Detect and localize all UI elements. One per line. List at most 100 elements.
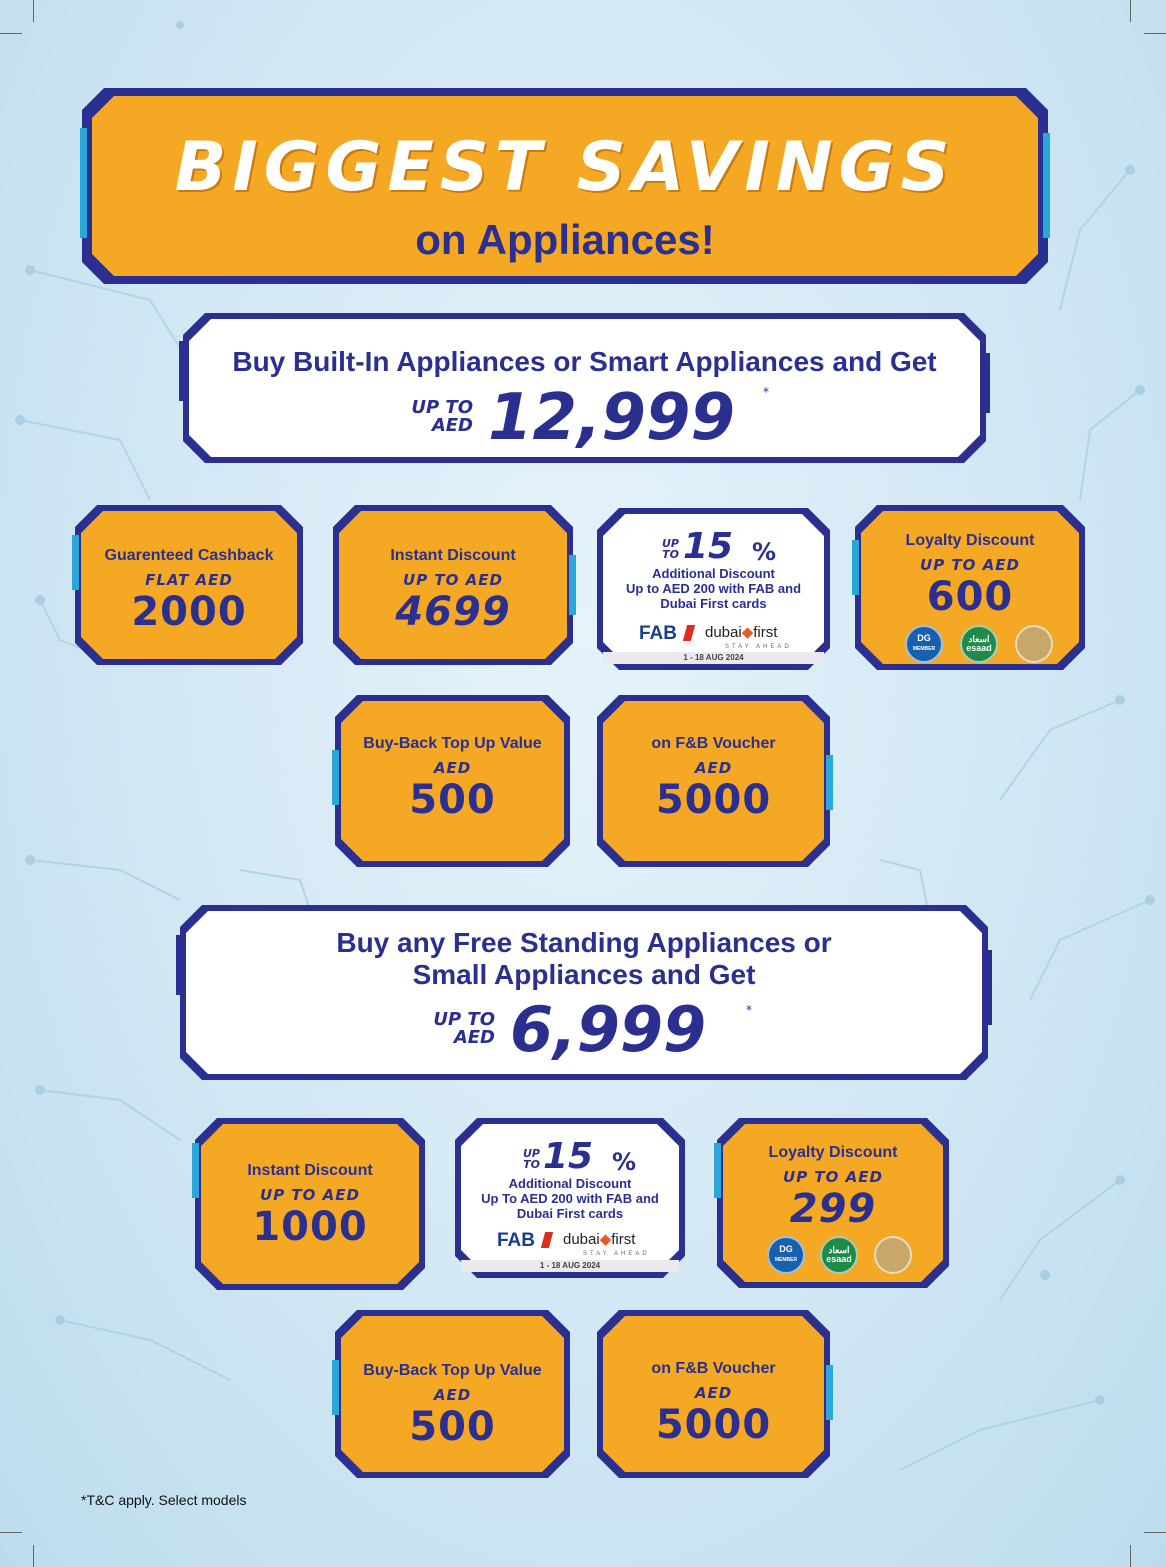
accent-bar xyxy=(179,341,186,401)
dubai-first-logo-dubai: dubai xyxy=(563,1231,600,1248)
tile-label: on F&B Voucher xyxy=(651,735,776,752)
terms-footnote: *T&C apply. Select models xyxy=(81,1492,247,1508)
tile-fill xyxy=(81,511,297,659)
tile-fnb-voucher: on F&B Voucher AED 5000 xyxy=(597,695,833,867)
offer2-upto-line1: UP TO xyxy=(433,1009,495,1030)
esaad-badge-line2: esaad xyxy=(826,1254,852,1264)
tile-sub: AED xyxy=(694,759,733,777)
tile-sub: AED xyxy=(433,759,472,777)
crop-mark xyxy=(0,33,22,34)
tile2-instant-discount: Instant Discount UP TO AED 1000 xyxy=(192,1118,425,1290)
crop-mark xyxy=(33,0,34,22)
dubai-first-logo-first: first xyxy=(611,1231,636,1248)
tile2-fnb-voucher: on F&B Voucher AED 5000 xyxy=(597,1310,833,1478)
tile-value: 299 xyxy=(789,1186,877,1232)
crop-mark xyxy=(0,1532,22,1533)
bank-line2: Up To AED 200 with FAB and xyxy=(481,1191,659,1206)
tile-value: 5000 xyxy=(655,777,772,823)
tile-sub: AED xyxy=(694,1384,733,1402)
tile-guaranteed-cashback: Guarenteed Cashback FLAT AED 2000 xyxy=(72,505,303,665)
dg-badge-line2: MEMBER xyxy=(774,1257,798,1263)
bank-line1: Additional Discount xyxy=(508,1176,632,1191)
dubai-first-logo: dubai◆first xyxy=(563,1230,635,1248)
accent-bar xyxy=(332,750,339,805)
bank-line1: Additional Discount xyxy=(652,566,775,581)
tile-value: 600 xyxy=(926,574,1014,620)
tile-label: on F&B Voucher xyxy=(651,1360,776,1377)
accent-bar xyxy=(826,1365,833,1420)
gold-member-badge-icon xyxy=(874,1236,912,1274)
tile-fill xyxy=(603,514,824,664)
accent-bar xyxy=(192,1143,199,1198)
tile-fill xyxy=(201,1124,419,1284)
accent-bar xyxy=(332,1360,339,1415)
bank-date: 1 - 18 AUG 2024 xyxy=(461,1260,679,1272)
crop-mark xyxy=(1144,1532,1166,1533)
esaad-badge-line1: اسعاد xyxy=(828,1245,850,1255)
offer1-panel-fill xyxy=(189,319,980,457)
tile-label: Guarenteed Cashback xyxy=(104,547,274,564)
dubai-first-tagline: STAY AHEAD xyxy=(725,644,792,650)
hero-banner: BIGGEST SAVINGS on Appliances! xyxy=(80,88,1050,284)
tile-label: Buy-Back Top Up Value xyxy=(363,735,542,752)
offer2-headline-line1: Buy any Free Standing Appliances or xyxy=(336,927,832,958)
bank-percent: 15 xyxy=(543,1136,594,1177)
gold-member-badge-icon xyxy=(1015,625,1053,663)
offer1-panel: Buy Built-In Appliances or Smart Applian… xyxy=(179,313,990,463)
offer2-upto-line2: AED xyxy=(453,1027,495,1048)
fab-logo: FAB xyxy=(497,1230,535,1251)
bank-percent-sign: % xyxy=(752,538,777,566)
accent-bar xyxy=(569,555,576,615)
offer1-asterisk: * xyxy=(763,385,769,399)
bank-upto-line1: UP xyxy=(662,537,679,550)
bank-percent-sign: % xyxy=(612,1148,637,1176)
tile-sub: UP TO AED xyxy=(920,556,1020,574)
tile-sub: UP TO AED xyxy=(783,1168,883,1186)
offer1-upto: UP TO AED xyxy=(393,399,473,435)
fab-logo: FAB xyxy=(639,623,677,644)
dubai-first-tagline: STAY AHEAD xyxy=(583,1251,650,1257)
bank-upto-line1: UP xyxy=(523,1147,540,1160)
tile-fill xyxy=(461,1124,679,1272)
tile-value: 4699 xyxy=(395,589,511,635)
hero-subtitle: on Appliances! xyxy=(415,216,715,263)
tile-sub: AED xyxy=(433,1386,472,1404)
bank-line3: Dubai First cards xyxy=(516,1206,624,1221)
crop-mark xyxy=(33,1545,34,1567)
offer2-panel: Buy any Free Standing Appliances or Smal… xyxy=(176,905,992,1080)
crop-mark xyxy=(1130,1545,1131,1567)
offer1-amount: 12,999 xyxy=(488,381,735,455)
dubai-first-logo-mark: ◆ xyxy=(741,624,754,641)
tile-buyback: Buy-Back Top Up Value AED 500 xyxy=(332,695,570,867)
tile-label: Instant Discount xyxy=(247,1162,373,1179)
dubai-first-logo-first: first xyxy=(753,624,778,641)
tile-fill xyxy=(341,701,564,861)
tile-label: Instant Discount xyxy=(390,547,516,564)
dg-member-badge-icon: DG MEMBER xyxy=(767,1236,805,1274)
offer2-headline-line2: Small Appliances and Get xyxy=(412,959,756,990)
bank-line3: Dubai First cards xyxy=(660,596,767,611)
offer1-upto-line2: AED xyxy=(431,415,473,436)
accent-bar xyxy=(1043,133,1050,238)
offer2-panel-fill xyxy=(186,911,982,1074)
tile-fill xyxy=(339,511,567,659)
tile-sub: FLAT AED xyxy=(145,571,233,589)
dg-badge-line2: MEMBER xyxy=(912,646,936,652)
accent-bar xyxy=(983,353,990,413)
tile-sub: UP TO AED xyxy=(260,1186,360,1204)
tile-fill xyxy=(341,1316,564,1472)
dg-member-badge-icon: DG MEMBER xyxy=(905,625,943,663)
tile-label: Loyalty Discount xyxy=(768,1144,898,1161)
esaad-badge-line2: esaad xyxy=(966,643,992,653)
bank-upto: UP TO xyxy=(510,1148,540,1170)
tile-label: Loyalty Discount xyxy=(905,532,1035,549)
accent-bar xyxy=(985,950,992,1025)
crop-mark xyxy=(1130,0,1131,22)
accent-bar xyxy=(80,128,87,238)
tile-instant-discount: Instant Discount UP TO AED 4699 xyxy=(333,505,576,665)
tile-value: 1000 xyxy=(252,1204,368,1250)
bank-upto: UP TO xyxy=(649,538,679,560)
hero-banner-fill xyxy=(92,96,1038,276)
offer1-headline: Buy Built-In Appliances or Smart Applian… xyxy=(232,346,937,377)
